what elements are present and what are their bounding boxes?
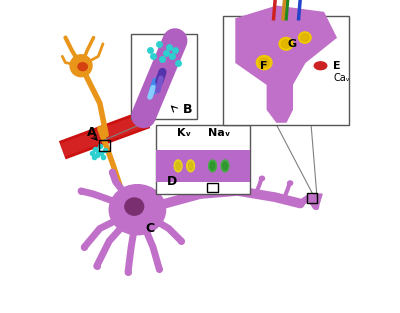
Text: G: G: [288, 39, 297, 49]
Text: A: A: [87, 126, 97, 139]
Ellipse shape: [259, 58, 269, 67]
Ellipse shape: [125, 198, 144, 215]
Polygon shape: [236, 6, 336, 122]
Ellipse shape: [221, 160, 229, 172]
Polygon shape: [313, 194, 322, 210]
Bar: [99, 140, 110, 151]
FancyBboxPatch shape: [224, 16, 349, 125]
Ellipse shape: [187, 160, 194, 172]
Ellipse shape: [188, 162, 193, 170]
Ellipse shape: [70, 55, 92, 77]
Bar: [156, 150, 250, 182]
Ellipse shape: [109, 185, 166, 235]
Ellipse shape: [301, 34, 309, 41]
Text: Caᵥ: Caᵥ: [333, 73, 350, 83]
FancyBboxPatch shape: [156, 125, 250, 194]
Text: B: B: [183, 103, 192, 116]
Ellipse shape: [223, 162, 227, 170]
Text: C: C: [145, 222, 154, 235]
Ellipse shape: [260, 176, 264, 181]
Ellipse shape: [298, 32, 311, 43]
Text: D: D: [167, 175, 177, 188]
FancyBboxPatch shape: [131, 34, 197, 119]
Ellipse shape: [174, 160, 182, 172]
Ellipse shape: [314, 62, 327, 70]
Text: Naᵥ: Naᵥ: [208, 128, 230, 138]
Ellipse shape: [78, 63, 87, 70]
Bar: [207, 183, 218, 192]
Ellipse shape: [282, 39, 291, 48]
Ellipse shape: [176, 162, 180, 170]
Ellipse shape: [209, 160, 216, 172]
Bar: [307, 193, 317, 203]
Ellipse shape: [288, 181, 293, 185]
Ellipse shape: [256, 56, 272, 70]
Text: F: F: [260, 61, 268, 71]
Ellipse shape: [210, 162, 215, 170]
Text: E: E: [333, 61, 341, 71]
Ellipse shape: [279, 38, 293, 50]
Ellipse shape: [219, 173, 224, 177]
Text: Kᵥ: Kᵥ: [177, 128, 192, 138]
